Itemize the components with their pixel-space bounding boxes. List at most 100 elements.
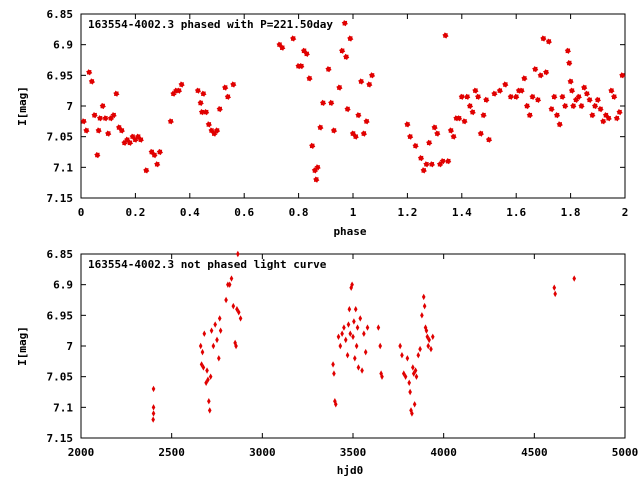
data-point xyxy=(178,81,185,88)
data-point xyxy=(96,115,104,122)
data-point xyxy=(105,130,112,137)
data-point xyxy=(404,121,411,128)
data-point xyxy=(450,133,457,140)
data-point xyxy=(167,118,174,125)
data-point xyxy=(600,118,607,125)
data-point xyxy=(581,84,588,91)
data-point xyxy=(543,69,550,76)
data-point xyxy=(570,102,577,110)
data-point xyxy=(502,81,509,88)
data-point xyxy=(553,290,557,298)
data-point xyxy=(366,81,373,88)
data-point xyxy=(589,112,596,119)
phased-y-tick-label: 6.9 xyxy=(53,39,73,52)
data-point xyxy=(336,333,341,340)
data-point xyxy=(317,124,324,131)
data-point xyxy=(403,373,408,380)
phased-light-curve-panel: 163554-4002.3 phased with P=221.50day ph… xyxy=(16,8,628,238)
data-point xyxy=(586,96,593,103)
data-point xyxy=(175,87,182,94)
data-point xyxy=(362,330,366,337)
data-point xyxy=(279,44,286,51)
data-point xyxy=(613,115,620,122)
data-point xyxy=(568,87,576,94)
data-point xyxy=(442,32,449,39)
data-point xyxy=(559,93,566,100)
data-point xyxy=(548,106,555,113)
data-point xyxy=(352,318,356,325)
data-point xyxy=(420,167,427,174)
data-point xyxy=(151,416,155,423)
data-point xyxy=(466,102,474,110)
data-point xyxy=(458,93,465,100)
data-point xyxy=(217,355,221,362)
data-point xyxy=(355,324,360,331)
data-point xyxy=(215,336,219,344)
unphased-x-tick-label: 4500 xyxy=(521,446,548,459)
data-point xyxy=(540,35,547,42)
phased-x-tick-label: 1 xyxy=(350,206,357,219)
data-point xyxy=(354,342,359,350)
data-point xyxy=(594,96,601,103)
data-point xyxy=(427,336,431,344)
data-point xyxy=(526,112,533,119)
data-point xyxy=(224,296,228,304)
phased-x-tick-label: 1.2 xyxy=(397,206,417,219)
phased-y-tick-label: 6.95 xyxy=(47,69,74,82)
data-point xyxy=(545,38,552,45)
data-point xyxy=(423,161,430,168)
data-point xyxy=(151,404,156,411)
data-point xyxy=(151,385,156,393)
data-point xyxy=(379,370,383,377)
data-point xyxy=(333,401,338,408)
data-point xyxy=(222,84,229,91)
data-point xyxy=(290,35,297,42)
data-point xyxy=(398,342,402,350)
data-point xyxy=(348,330,353,337)
data-point xyxy=(216,106,223,113)
data-point xyxy=(572,275,577,282)
data-point xyxy=(156,148,163,156)
data-point xyxy=(447,127,454,134)
data-point xyxy=(456,115,463,122)
data-point xyxy=(524,102,531,110)
data-point xyxy=(224,93,231,100)
data-point xyxy=(480,112,487,119)
data-point xyxy=(534,96,542,103)
data-point xyxy=(298,63,305,70)
data-point xyxy=(537,72,544,79)
data-point xyxy=(347,35,354,42)
data-point xyxy=(231,302,236,310)
data-point xyxy=(562,102,569,110)
unphased-y-tick-label: 7 xyxy=(66,340,73,353)
data-point xyxy=(564,47,571,54)
data-point xyxy=(88,78,95,85)
data-point xyxy=(376,324,381,331)
data-point xyxy=(205,121,212,128)
data-point xyxy=(410,410,414,417)
data-point xyxy=(418,345,422,353)
data-point xyxy=(198,342,203,350)
data-point xyxy=(236,250,240,258)
data-point xyxy=(416,352,421,359)
data-point xyxy=(412,401,417,408)
data-point xyxy=(202,330,207,337)
data-point xyxy=(320,99,327,106)
data-point xyxy=(336,84,343,91)
data-point xyxy=(400,352,404,359)
data-point xyxy=(408,388,412,396)
data-point xyxy=(483,96,490,103)
data-point xyxy=(356,364,361,371)
data-point xyxy=(358,78,365,85)
data-point xyxy=(434,130,441,137)
unphased-y-tick-label: 7.05 xyxy=(47,371,74,384)
data-point xyxy=(616,109,623,116)
unphased-x-tick-label: 3000 xyxy=(249,446,276,459)
data-point xyxy=(95,127,102,134)
unphased-x-axis-label: hjd0 xyxy=(337,464,364,477)
phased-y-tick-label: 6.85 xyxy=(47,8,74,21)
unphased-y-tick-label: 6.85 xyxy=(47,248,74,261)
data-point xyxy=(102,115,109,122)
data-point xyxy=(553,112,561,119)
phased-x-tick-label: 0 xyxy=(78,206,85,219)
